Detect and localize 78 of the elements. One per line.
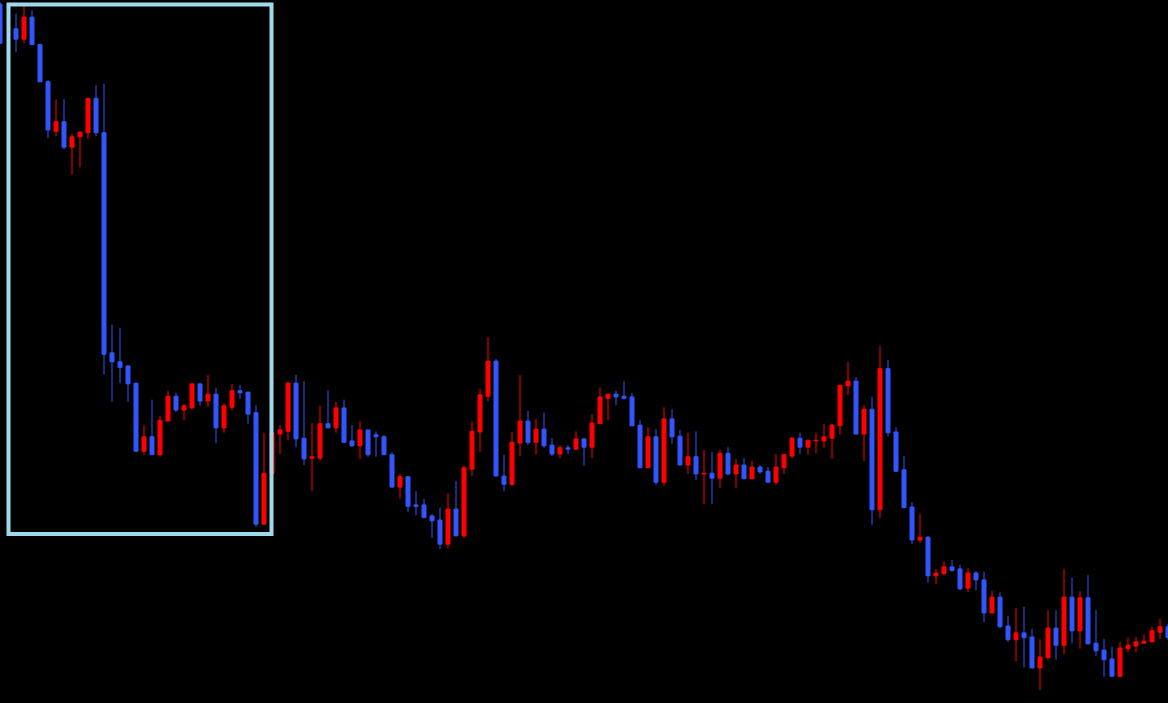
candlestick [829, 423, 835, 460]
candlestick [149, 399, 155, 456]
candlestick [333, 401, 339, 434]
candlestick [973, 570, 979, 591]
candlestick [1109, 646, 1115, 678]
candlestick [1093, 609, 1099, 657]
candlestick [621, 380, 627, 401]
candlestick [989, 590, 995, 614]
candlestick [197, 383, 203, 407]
candlestick [573, 430, 579, 451]
candlestick [813, 432, 819, 454]
candlestick [309, 422, 315, 492]
candlestick [781, 453, 787, 475]
candlestick [669, 408, 675, 445]
candlestick [797, 432, 803, 455]
candlestick [141, 424, 147, 456]
candlestick [1133, 636, 1139, 653]
candlestick [1125, 637, 1131, 653]
candlestick [21, 5, 27, 44]
candlestick [693, 430, 699, 481]
candlestick [125, 364, 131, 403]
candlestick [581, 437, 587, 467]
candlestick [773, 453, 779, 486]
candlestick [565, 444, 571, 455]
candlestick [957, 564, 963, 591]
candlestick [1005, 615, 1011, 643]
candlestick [709, 451, 715, 505]
candlestick [741, 457, 747, 480]
candlestick [429, 513, 435, 539]
candlestick [245, 391, 251, 425]
candlestick [357, 420, 363, 460]
candlestick [525, 410, 531, 446]
candlestick [1037, 638, 1043, 690]
candlestick [613, 390, 619, 406]
candlestick [1101, 638, 1107, 678]
candlestick [381, 434, 387, 456]
candlestick [173, 392, 179, 413]
candlestick [325, 389, 331, 429]
candlestick [821, 423, 827, 449]
candlestick [181, 403, 187, 421]
candlestick [789, 436, 795, 459]
candlestick [933, 568, 939, 585]
candlestick [685, 432, 691, 475]
candlestick [845, 361, 851, 396]
candlestick [1053, 609, 1059, 661]
candlestick [301, 380, 307, 466]
candlestick [501, 454, 507, 492]
candlestick [725, 446, 731, 476]
candlestick [349, 424, 355, 448]
candlestick [1013, 607, 1019, 662]
candlestick [917, 513, 923, 544]
candlestick [53, 99, 59, 137]
candlestick [77, 131, 83, 168]
candlestick [701, 449, 707, 505]
candlestick [69, 133, 75, 176]
candlestick [205, 374, 211, 408]
candlestick [13, 13, 19, 53]
candlestick [1021, 606, 1027, 668]
candlestick [1141, 633, 1147, 645]
candlestick [109, 324, 115, 403]
candlestick [117, 327, 123, 384]
candlestick [965, 567, 971, 593]
candlestick [397, 473, 403, 500]
candlestick [733, 458, 739, 489]
candlestick [805, 439, 811, 456]
candlestick [605, 393, 611, 421]
candlestick [421, 498, 427, 520]
candlestick [277, 424, 283, 455]
candlestick [541, 412, 547, 449]
candlestick [949, 559, 955, 573]
candlestick [229, 383, 235, 412]
candlestick [533, 418, 539, 456]
candlestick [221, 402, 227, 434]
candlestick [237, 384, 243, 400]
candlestick [517, 374, 523, 457]
candlestick [1157, 618, 1163, 640]
candlestick [413, 490, 419, 516]
candlestick [373, 430, 379, 458]
